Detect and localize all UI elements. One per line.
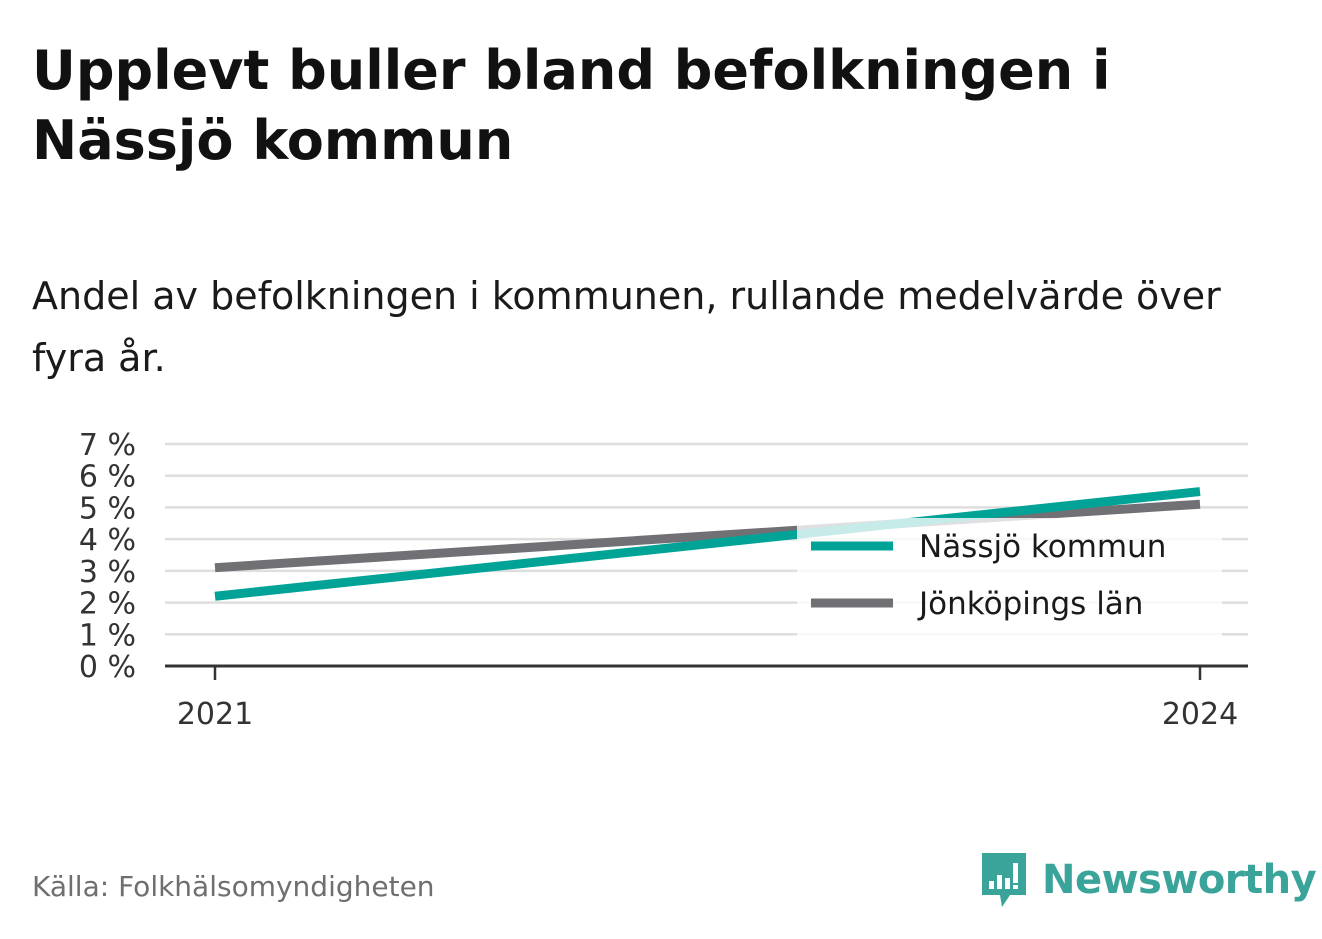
source-note: Källa: Folkhälsomyndigheten bbox=[32, 870, 435, 903]
x-tick-label: 2021 bbox=[177, 697, 253, 732]
y-tick-label: 3 % bbox=[79, 555, 136, 590]
y-axis-tick-labels: 0 %1 %2 %3 %4 %5 %6 %7 % bbox=[79, 428, 136, 685]
y-tick-label: 2 % bbox=[79, 587, 136, 622]
y-tick-label: 0 % bbox=[79, 650, 136, 685]
series-lines bbox=[214, 487, 1201, 601]
x-axis: 2021 2024 bbox=[165, 664, 1248, 732]
y-tick-label: 1 % bbox=[79, 618, 136, 653]
newsworthy-logo-icon bbox=[982, 853, 1026, 907]
x-tick-label: 2024 bbox=[1162, 697, 1238, 732]
y-tick-label: 5 % bbox=[79, 491, 136, 526]
chart-title: Upplevt buller bland befolkningen i Näss… bbox=[32, 39, 1111, 172]
legend-label: Nässjö kommun bbox=[919, 529, 1166, 565]
brand-name: Newsworthy bbox=[1042, 857, 1317, 903]
brand-logo: Newsworthy bbox=[980, 848, 1317, 912]
y-tick-label: 7 % bbox=[79, 428, 136, 463]
grid-lines bbox=[165, 442, 1248, 636]
series-line bbox=[214, 499, 1201, 573]
chart-subtitle: Andel av befolkningen i kommunen, rullan… bbox=[32, 274, 1221, 380]
y-tick-label: 6 % bbox=[79, 460, 136, 495]
legend-label: Jönköpings län bbox=[917, 586, 1143, 622]
legend-box bbox=[797, 518, 1222, 638]
line-chart: 0 %1 %2 %3 %4 %5 %6 %7 % 2021 2024 Nässjö… bbox=[79, 428, 1248, 732]
series-line bbox=[214, 487, 1201, 601]
legend: Nässjö kommun Jönköpings län bbox=[797, 518, 1222, 638]
y-tick-label: 4 % bbox=[79, 523, 136, 558]
